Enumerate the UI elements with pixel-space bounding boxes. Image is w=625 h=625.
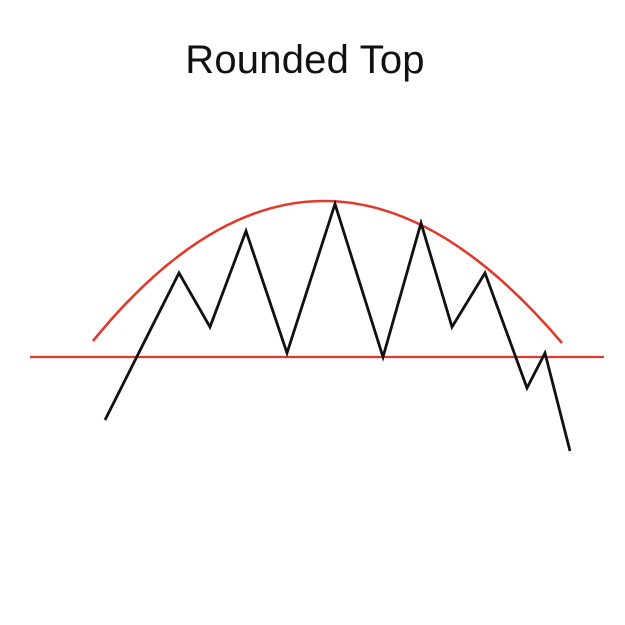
price-line (103, 199, 572, 452)
rounded-top-arc (91, 199, 563, 344)
diagram-title: Rounded Top (185, 38, 425, 82)
